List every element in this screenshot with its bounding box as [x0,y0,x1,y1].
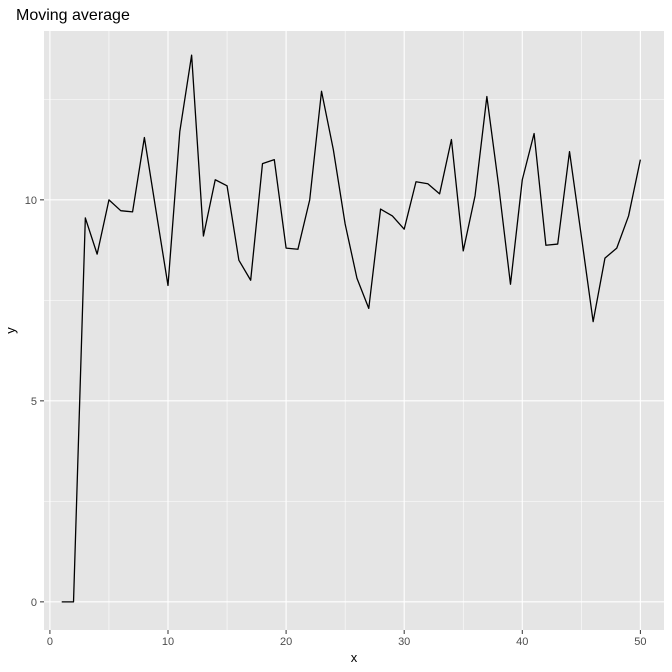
y-tick-label: 5 [31,396,37,408]
series-line [61,54,642,603]
chart-title: Moving average [16,7,130,24]
plot-panel [44,31,664,630]
y-tick-label: 10 [25,195,37,207]
x-tick-label: 10 [162,636,174,648]
grid-major [44,31,664,630]
y-axis-title: y [3,327,18,334]
y-tick-label: 0 [31,597,37,609]
x-tick-label: 30 [398,636,410,648]
x-axis-ticks: 0 10 20 30 40 50 [47,630,647,648]
x-tick-label: 50 [634,636,646,648]
x-axis-title: x [351,650,358,665]
y-axis-ticks: 0 5 10 [25,195,44,609]
x-tick-label: 40 [516,636,528,648]
x-tick-label: 20 [280,636,292,648]
x-tick-label: 0 [47,636,53,648]
grid-minor [44,31,664,630]
